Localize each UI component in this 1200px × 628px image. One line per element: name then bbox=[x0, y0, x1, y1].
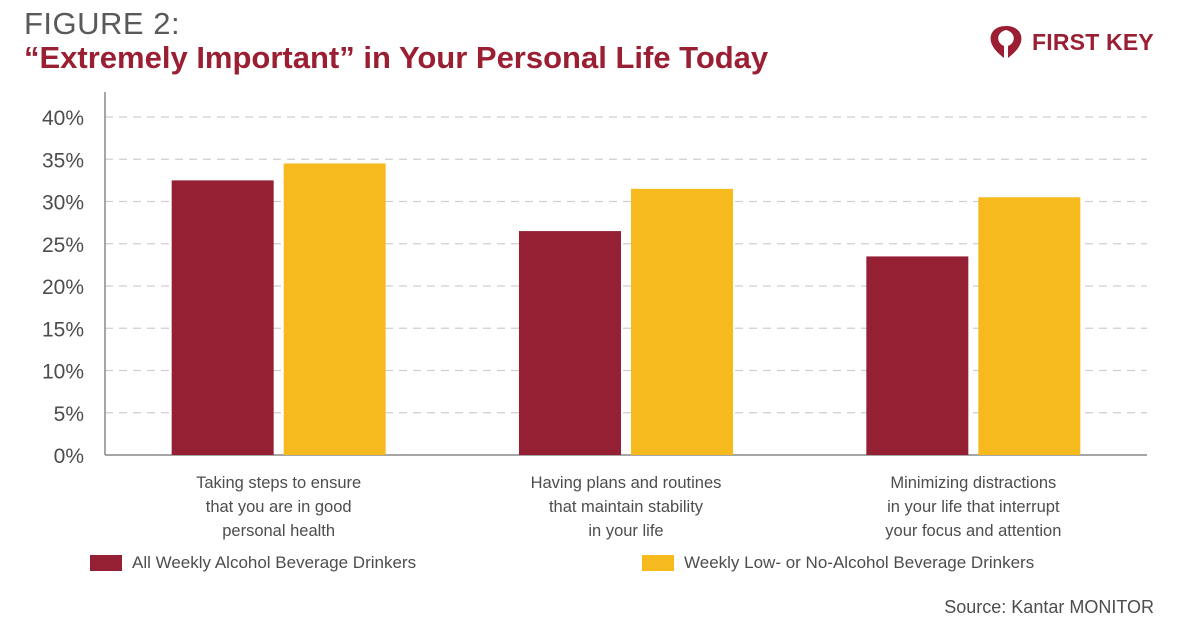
legend-item-series-2: Weekly Low- or No-Alcohol Beverage Drink… bbox=[642, 553, 1034, 573]
x-category-label: your focus and attention bbox=[885, 522, 1061, 540]
y-tick-label: 35% bbox=[42, 149, 84, 172]
y-tick-label: 15% bbox=[42, 318, 84, 341]
bar-series-1 bbox=[866, 256, 969, 455]
legend-swatch-series-1 bbox=[90, 555, 122, 571]
x-category-label: personal health bbox=[222, 522, 335, 540]
x-category-label: in your life bbox=[588, 522, 663, 540]
legend-swatch-series-2 bbox=[642, 555, 674, 571]
bar-series-1 bbox=[171, 180, 274, 455]
y-tick-label: 25% bbox=[42, 234, 84, 257]
y-tick-label: 30% bbox=[42, 192, 84, 215]
legend-label-series-1: All Weekly Alcohol Beverage Drinkers bbox=[132, 553, 417, 572]
x-category-label: Minimizing distractions bbox=[890, 474, 1056, 492]
first-key-logo-icon bbox=[990, 26, 1022, 58]
y-tick-label: 20% bbox=[42, 276, 84, 299]
source-note: Source: Kantar MONITOR bbox=[944, 597, 1154, 617]
x-category-label: Having plans and routines bbox=[531, 474, 722, 492]
figure-label: FIGURE 2: bbox=[24, 6, 181, 41]
legend-item-series-1: All Weekly Alcohol Beverage Drinkers bbox=[90, 553, 416, 573]
bar-series-2 bbox=[631, 188, 733, 455]
legend-label-series-2: Weekly Low- or No-Alcohol Beverage Drink… bbox=[684, 553, 1035, 572]
y-tick-label: 0% bbox=[54, 445, 84, 468]
x-category-label: Taking steps to ensure bbox=[196, 474, 361, 492]
bar-series-2 bbox=[283, 163, 386, 455]
y-tick-label: 5% bbox=[54, 403, 84, 426]
bar-series-1 bbox=[519, 231, 621, 455]
x-category-label: in your life that interrupt bbox=[887, 498, 1060, 516]
logo-text: FIRST KEY bbox=[1032, 28, 1154, 55]
chart-title: “Extremely Important” in Your Personal L… bbox=[24, 40, 769, 75]
y-tick-label: 10% bbox=[42, 361, 84, 384]
first-key-logo: FIRST KEY bbox=[986, 24, 1154, 60]
y-tick-label: 40% bbox=[42, 107, 84, 130]
x-category-label: that maintain stability bbox=[549, 498, 704, 516]
bar-series-2 bbox=[978, 197, 1081, 455]
x-category-label: that you are in good bbox=[206, 498, 352, 516]
